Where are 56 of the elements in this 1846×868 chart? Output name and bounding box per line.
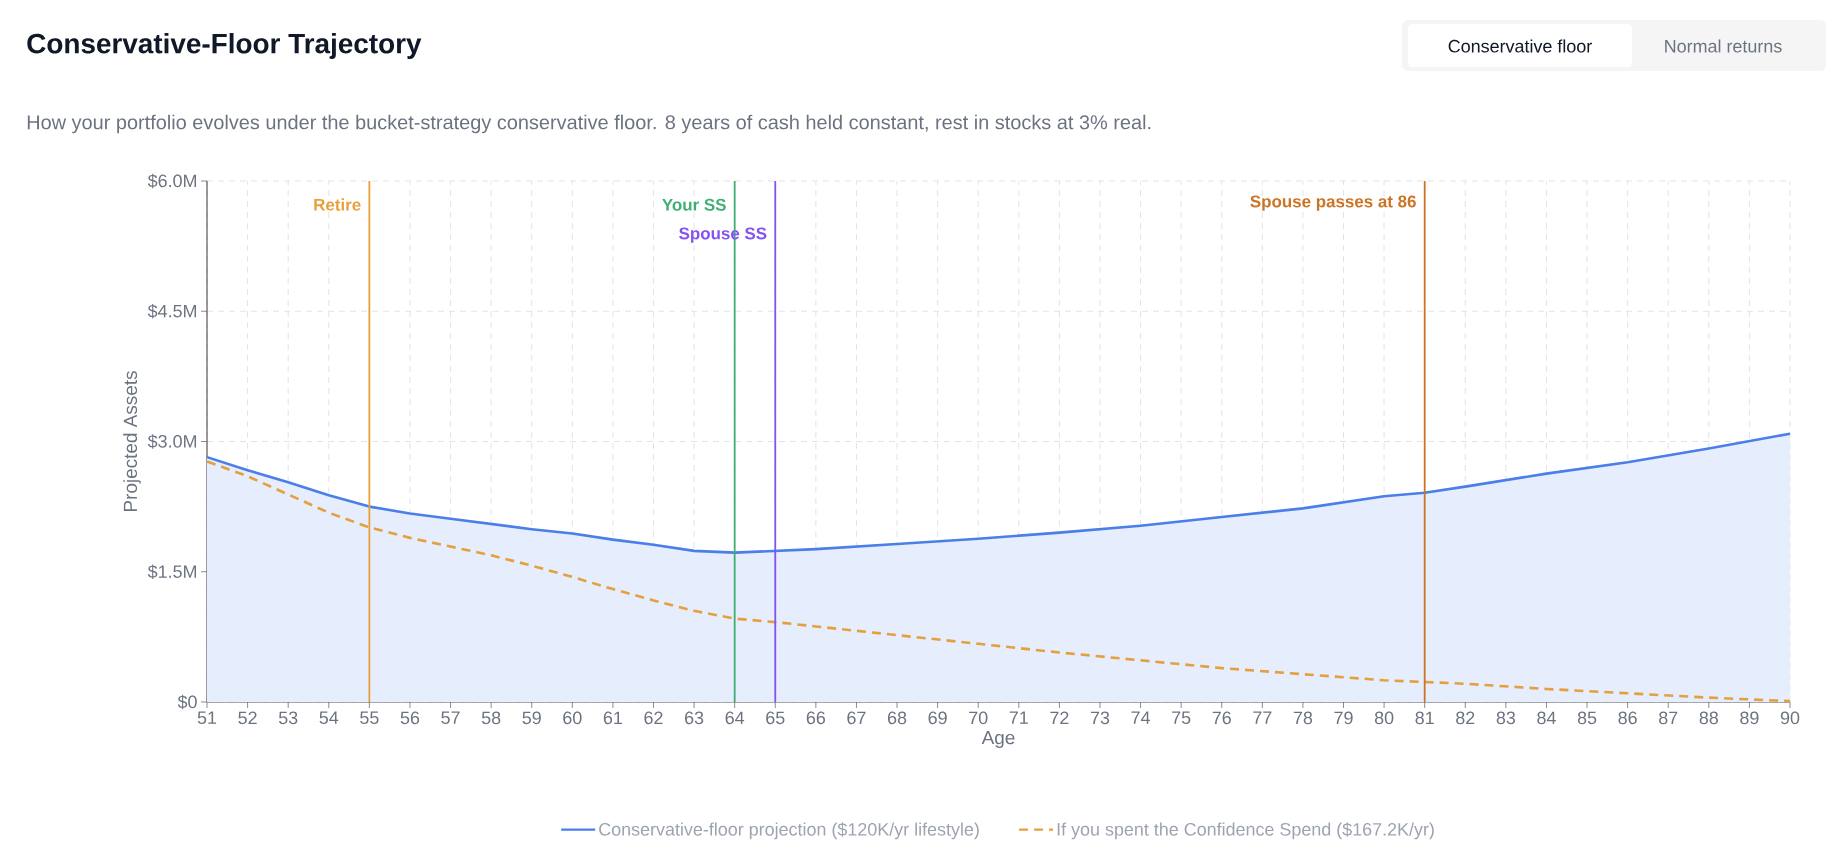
x-axis-title: Age [981,731,1015,748]
x-tick-label: 78 [1293,711,1313,725]
x-tick-label: 70 [969,711,988,725]
x-tick-label: 52 [238,711,257,725]
legend-label: If you spent the Confidence Spend ($167.2K/yr) [1057,822,1434,840]
x-tick-label: 87 [1659,711,1678,725]
y-tick-label: $4.5M [147,303,197,319]
x-tick-label: 84 [1537,711,1556,725]
x-tick-label: 57 [441,711,460,725]
x-tick-label: 64 [725,711,745,725]
x-tick-label: 68 [887,711,907,725]
x-tick-label: 53 [278,711,298,725]
y-tick-label: $1.5M [147,564,197,579]
x-tick-label: 76 [1212,711,1231,725]
x-tick-label: 85 [1577,711,1597,725]
x-tick-label: 69 [928,711,947,725]
y-tick-label: $3.0M [147,434,197,449]
x-tick-label: 73 [1090,711,1110,725]
x-tick-label: 51 [197,711,217,725]
x-tick-label: 77 [1253,711,1272,724]
y-tick-label: $6.0M [147,173,197,189]
chart-title: Conservative-Floor Trajectory [27,33,422,59]
x-tick-label: 86 [1618,711,1637,725]
legend-label: Conservative-floor projection ($120K/yr lifestyle) [599,822,979,840]
x-tick-label: 81 [1415,711,1434,725]
x-tick-label: 71 [1009,711,1028,724]
x-tick-label: 58 [481,711,501,725]
x-tick-label: 88 [1699,711,1719,725]
x-tick-label: 89 [1740,711,1759,725]
ref-line-label: Your SS [662,198,726,211]
y-tick-label: $0 [177,694,197,710]
x-tick-label: 90 [1780,711,1800,725]
x-tick-label: 75 [1172,711,1191,725]
x-tick-label: 82 [1456,711,1475,725]
x-tick-label: 55 [360,711,379,725]
ref-line-label: Spouse passes at 86 [1250,195,1416,211]
x-tick-label: 83 [1496,711,1516,725]
x-tick-label: 79 [1334,711,1353,725]
ref-line-label: Retire [314,198,361,211]
x-tick-label: 67 [847,711,866,725]
x-tick-label: 59 [522,711,541,725]
x-tick-label: 54 [319,711,339,725]
y-axis-title: Projected Assets [123,371,141,511]
chart-subtitle: How your portfolio evolves under the bucket-strategy conservative floor. 8 years of cash held constant, rest in stocks at 3% real. [27,114,1151,134]
x-tick-label: 60 [563,711,582,725]
x-tick-label: 80 [1374,711,1394,725]
x-tick-label: 62 [644,711,663,725]
x-tick-label: 66 [806,711,826,725]
text: Normal returns [1665,39,1782,53]
x-tick-label: 74 [1131,711,1151,724]
text: Conservative floor [1448,39,1592,53]
x-tick-label: 61 [603,711,622,725]
x-tick-label: 65 [766,711,785,725]
x-tick-label: 72 [1050,711,1069,725]
x-tick-label: 63 [685,711,704,725]
x-tick-label: 56 [400,711,420,725]
